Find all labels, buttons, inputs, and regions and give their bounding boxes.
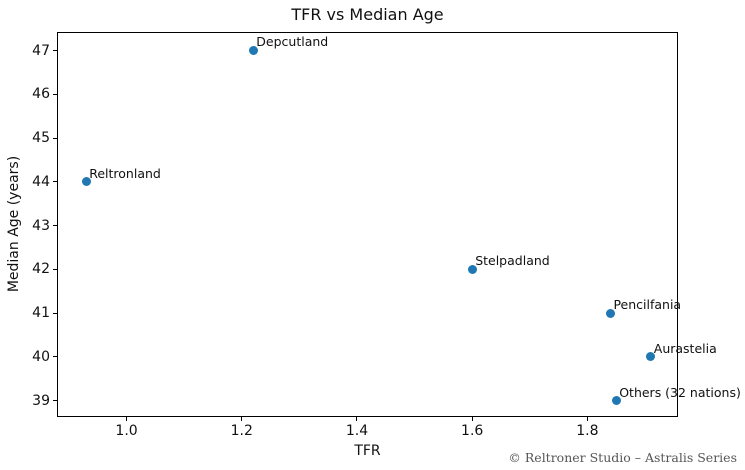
- point-label: Reltronland: [89, 165, 161, 181]
- x-tick-label: 1.0: [115, 423, 138, 439]
- y-tick-label: 39: [32, 392, 50, 409]
- data-point: [611, 396, 621, 405]
- y-tick-label: 47: [32, 42, 50, 59]
- point-label: Stelpadland: [475, 253, 550, 269]
- x-tick-mark: [356, 417, 358, 421]
- copyright-note: © Reltroner Studio – Astralis Series: [508, 450, 737, 465]
- data-point: [248, 46, 258, 55]
- data-point: [467, 264, 477, 274]
- x-tick-label: 1.8: [576, 423, 599, 439]
- y-tick-mark: [53, 268, 57, 270]
- x-tick-label: 1.6: [461, 423, 484, 439]
- data-point: [81, 177, 91, 187]
- y-tick-mark: [53, 356, 57, 358]
- y-tick-label: 40: [32, 348, 50, 365]
- x-tick-mark: [586, 417, 588, 421]
- y-tick-label: 42: [32, 261, 50, 278]
- data-point: [646, 352, 656, 362]
- x-tick-mark: [241, 417, 243, 421]
- point-label: Depcutland: [256, 34, 329, 50]
- y-tick-mark: [53, 50, 57, 51]
- y-tick-label: 45: [32, 130, 50, 146]
- plot-area: 1.0 1.2 1.4 1.6 1.8 39 40 41 42 43 44 45 46 47 Reltron…: [32, 32, 741, 439]
- y-tick-mark: [53, 137, 57, 139]
- y-tick-mark: [53, 400, 57, 401]
- x-tick-mark: [126, 417, 128, 421]
- data-point: [605, 308, 615, 318]
- x-axis-label: TFR: [354, 443, 381, 459]
- y-tick-label: 43: [32, 217, 50, 234]
- y-tick-mark: [53, 312, 57, 314]
- point-label: Others (32 nations): [619, 384, 741, 400]
- chart-title: TFR vs Median Age: [291, 5, 444, 24]
- point-label: Aurastelia: [653, 340, 717, 356]
- x-tick-mark: [471, 417, 473, 421]
- y-tick-mark: [53, 93, 57, 95]
- y-tick-mark: [53, 225, 57, 226]
- y-tick-mark: [53, 181, 57, 183]
- y-axis-label: Median Age (years): [6, 155, 22, 293]
- y-tick-label: 46: [32, 86, 50, 103]
- x-tick-label: 1.2: [230, 423, 253, 439]
- point-label: Pencilfania: [613, 297, 682, 312]
- y-tick-label: 41: [32, 305, 50, 321]
- x-tick-label: 1.4: [345, 423, 369, 439]
- y-tick-label: 44: [32, 173, 50, 190]
